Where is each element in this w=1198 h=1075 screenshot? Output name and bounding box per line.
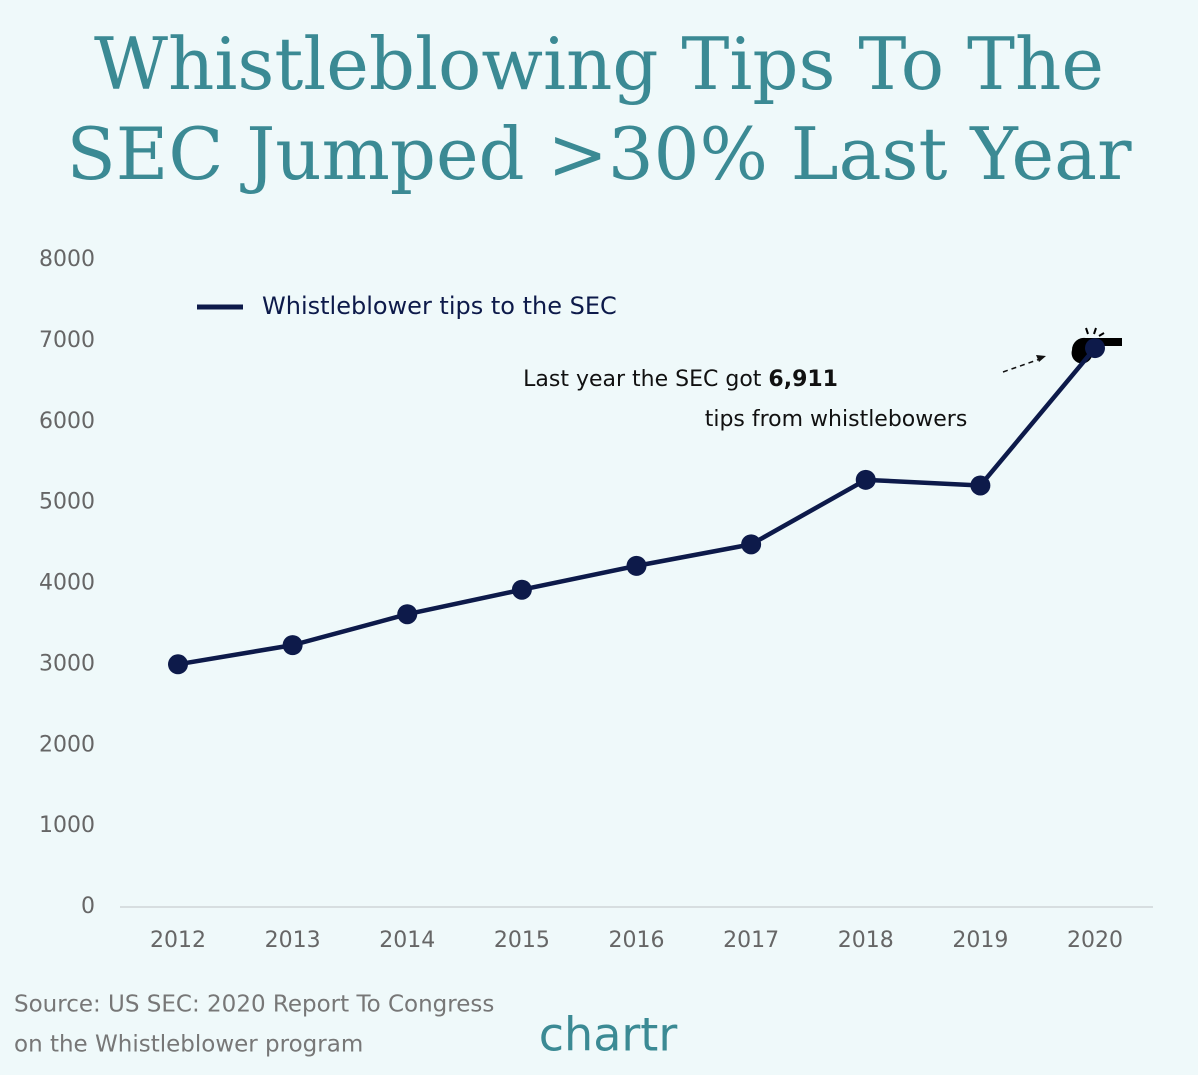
x-tick-label: 2019 xyxy=(952,928,1008,953)
x-tick-label: 2020 xyxy=(1067,928,1123,953)
data-point xyxy=(1085,338,1105,359)
data-point xyxy=(397,604,418,625)
annotation-highlight: 6,911 xyxy=(768,367,838,392)
data-point xyxy=(511,579,532,600)
annotation-arrow xyxy=(1002,358,1041,373)
data-point xyxy=(855,469,876,490)
x-tick-label: 2014 xyxy=(379,928,435,953)
y-tick-label: 7000 xyxy=(39,328,95,353)
source-note: on the Whistleblower program xyxy=(14,1032,363,1058)
y-tick-label: 4000 xyxy=(39,571,95,596)
x-tick-label: 2016 xyxy=(609,928,665,953)
annotation-text: tips from whistlebowers xyxy=(705,407,968,432)
y-tick-label: 6000 xyxy=(39,409,95,434)
y-tick-label: 1000 xyxy=(39,813,95,838)
y-tick-label: 3000 xyxy=(39,651,95,676)
legend-label: Whistleblower tips to the SEC xyxy=(262,292,617,320)
annotation-text: Last year the SEC got xyxy=(523,367,762,392)
arrow-head xyxy=(1036,355,1046,362)
y-tick-label: 0 xyxy=(81,894,95,919)
brand-logo: chartr xyxy=(539,1008,678,1062)
data-point xyxy=(282,635,303,656)
chart-title: SEC Jumped >30% Last Year xyxy=(66,112,1132,196)
x-tick-label: 2015 xyxy=(494,928,550,953)
source-note: Source: US SEC: 2020 Report To Congress xyxy=(14,992,494,1018)
data-point xyxy=(626,555,647,576)
annotation: Last year the SEC got 6,911 xyxy=(523,367,838,392)
x-tick-label: 2017 xyxy=(723,928,779,953)
data-point xyxy=(970,475,991,496)
y-tick-label: 8000 xyxy=(39,247,95,272)
y-tick-label: 2000 xyxy=(39,732,95,757)
x-tick-label: 2013 xyxy=(265,928,321,953)
chart-title: Whistleblowing Tips To The xyxy=(94,22,1104,106)
whistle-icon xyxy=(1071,327,1122,364)
data-point xyxy=(168,654,188,675)
data-point xyxy=(741,534,762,555)
x-tick-label: 2018 xyxy=(838,928,894,953)
x-tick-label: 2012 xyxy=(150,928,206,953)
y-tick-label: 5000 xyxy=(39,490,95,515)
